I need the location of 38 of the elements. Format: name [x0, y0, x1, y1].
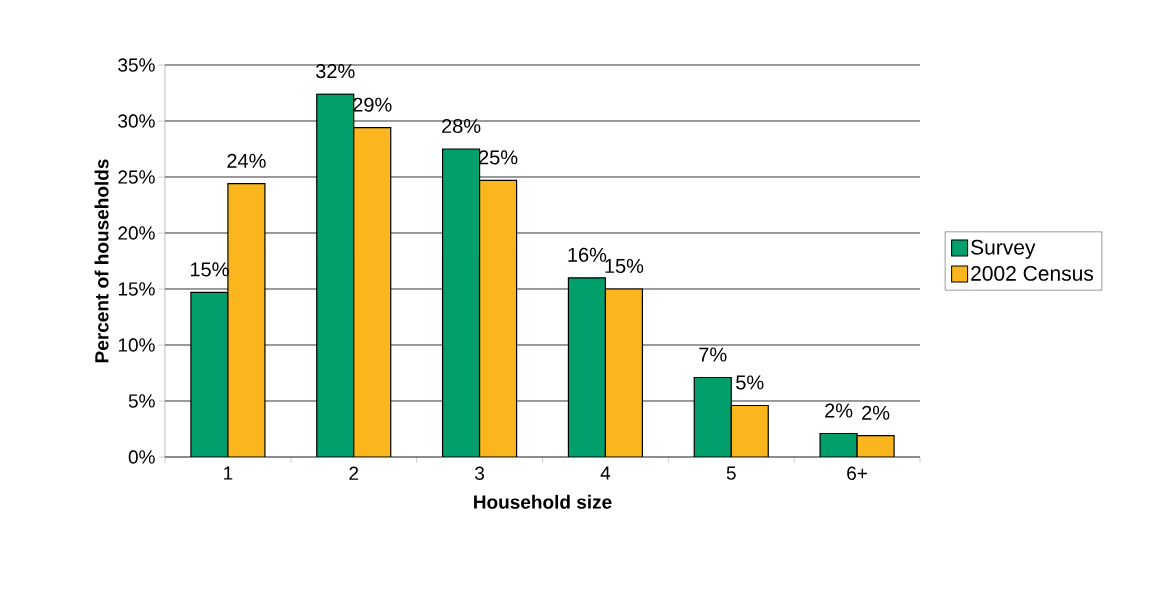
bar: [441, 148, 481, 457]
x-tick-label: 6+: [847, 466, 867, 480]
y-axis-title: Percent of households: [94, 159, 109, 363]
data-label: 25%: [479, 150, 518, 165]
data-label: 2%: [862, 405, 890, 420]
bar: [227, 183, 266, 457]
y-tick-label: 35%: [118, 58, 155, 72]
bar: [478, 179, 518, 457]
x-tick-label: 1: [224, 466, 233, 480]
bar: [604, 288, 644, 457]
x-tick-label: 2: [349, 466, 359, 480]
y-tick-label: 20%: [118, 226, 155, 240]
legend-label: 2002 Census: [971, 266, 1094, 281]
data-label: 5%: [736, 375, 764, 390]
bar: [730, 404, 769, 457]
bar: [693, 376, 732, 457]
y-tick-label: 15%: [118, 282, 155, 296]
y-tick-label: 5%: [128, 394, 155, 408]
data-label: 16%: [568, 247, 607, 262]
legend-label: Survey: [971, 239, 1036, 259]
y-tick-label: 25%: [118, 170, 155, 184]
data-label: 15%: [605, 258, 644, 274]
data-label: 24%: [227, 153, 266, 168]
x-tick-label: 5: [726, 466, 736, 480]
bar: [353, 127, 392, 457]
data-label: 32%: [316, 64, 355, 79]
data-label: 2%: [825, 403, 853, 418]
y-tick-label: 0%: [128, 450, 155, 464]
x-tick-label: 4: [600, 466, 611, 480]
bar: [567, 277, 607, 457]
bar: [316, 93, 355, 457]
bar: [190, 291, 229, 457]
x-tick-label: 3: [475, 466, 485, 480]
y-tick-label: 30%: [118, 114, 155, 128]
data-label: 28%: [442, 118, 481, 134]
y-tick-label: 10%: [118, 338, 155, 352]
x-axis-title: Household size: [474, 494, 612, 509]
data-label: 7%: [699, 347, 727, 362]
